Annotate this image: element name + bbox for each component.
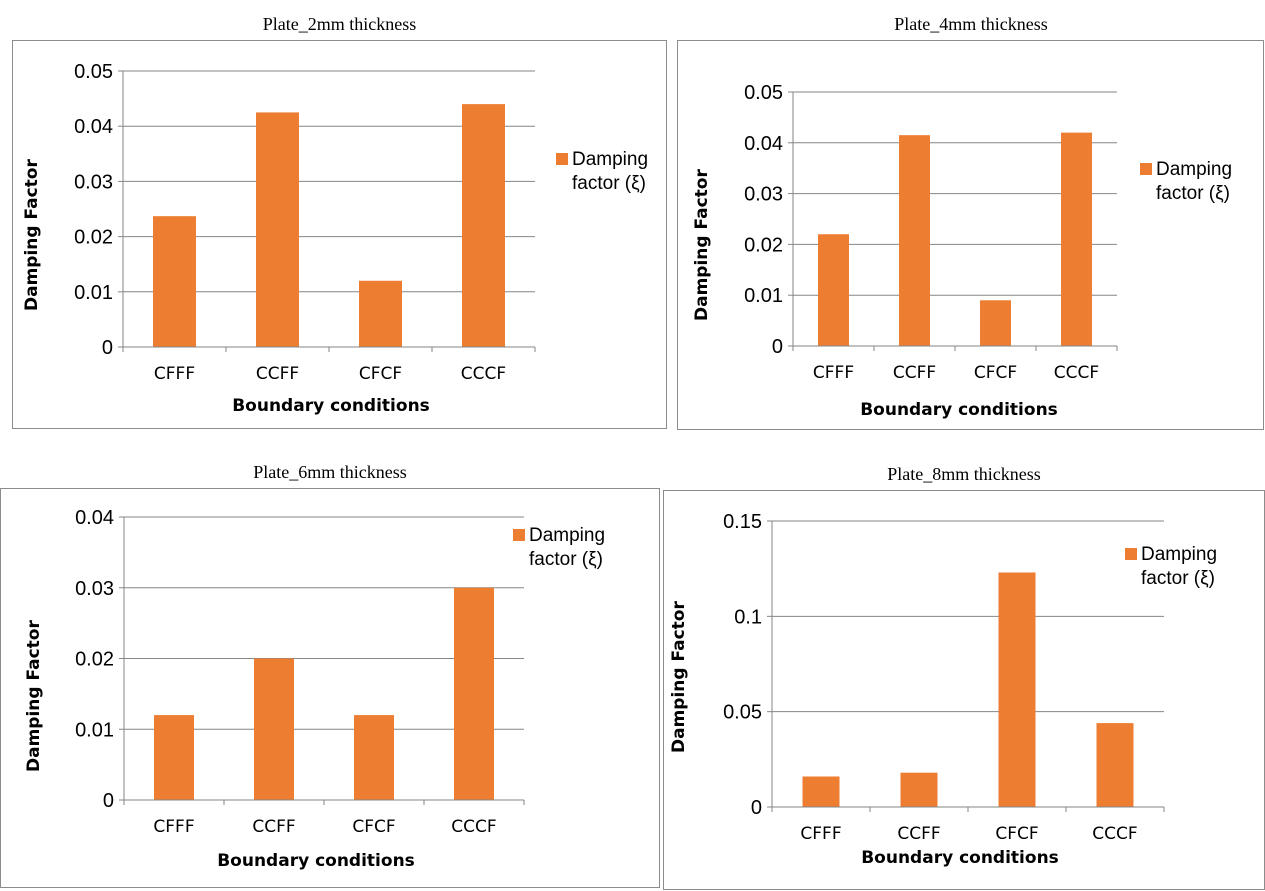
bar-cfcf: [354, 715, 394, 800]
bar-cccf: [1061, 132, 1092, 346]
x-tick-label: CCCF: [1054, 363, 1099, 383]
legend-swatch: [513, 529, 525, 541]
y-axis-label: Damping Factor: [22, 159, 42, 311]
y-tick-label: 0.01: [74, 282, 113, 304]
chart-frame: 0 0.01 0.02 0.03 0.04 CFFF CCFF CFCF CCCF Dampin…: [0, 488, 660, 888]
y-tick-label: 0: [103, 790, 114, 812]
bar-cccf: [1096, 723, 1134, 807]
chart-frame: 0 0.05 0.1 0.15 CFFF CCFF CFCF CCCF Damping Fac…: [663, 490, 1265, 890]
chart-panel-4mm: Plate_4mm thickness 0 0.01 0.02 0.03 0.04 0.0…: [677, 14, 1265, 430]
y-tick-label: 0.03: [75, 578, 114, 600]
x-tick-label: CFFF: [813, 363, 854, 383]
y-tick-label: 0: [772, 336, 783, 358]
legend-swatch: [556, 153, 568, 165]
y-axis-label: Damping Factor: [669, 601, 689, 753]
bar-cfff: [154, 715, 194, 800]
x-tick-label: CCCF: [1092, 824, 1137, 844]
y-tick-label: 0.05: [74, 61, 113, 83]
chart-panel-8mm: Plate_8mm thickness 0 0.05 0.1 0.15 CFFF CCFF…: [663, 464, 1265, 890]
y-tick-label: 0: [102, 337, 113, 359]
y-axis-label: Damping Factor: [692, 169, 712, 321]
bar-ccff: [256, 112, 299, 348]
bar-ccff: [254, 658, 294, 800]
x-tick-label: CFCF: [995, 824, 1038, 844]
bar-ccff: [899, 135, 930, 346]
chart-title: Plate_2mm thickness: [262, 14, 417, 34]
bar-cccf: [462, 104, 505, 347]
x-tick-label: CCFF: [893, 363, 936, 383]
chart-frame: 0 0.01 0.02 0.03 0.04 0.05 CFFF CCFF CFCF CCCF Da…: [677, 40, 1264, 430]
x-tick-label: CCFF: [897, 824, 940, 844]
chart-title: Plate_6mm thickness: [253, 462, 407, 482]
y-tick-label: 0.03: [74, 171, 113, 193]
chart-title: Plate_8mm thickness: [887, 464, 1041, 484]
legend-label: Damping factor (ξ): [1141, 544, 1218, 589]
y-tick-label: 0.05: [744, 82, 783, 104]
y-tick-label: 0.02: [75, 649, 114, 671]
legend-swatch: [1125, 548, 1137, 560]
legend-swatch: [1140, 163, 1152, 175]
bar-cfff: [802, 776, 840, 807]
chart-panel-6mm: Plate_6mm thickness 0 0.01 0.02 0.03 0.04 CFF…: [0, 462, 660, 888]
chart-plot: 0 0.01 0.02 0.03 0.04 0.05 CFFF CCFF CFCF CCCF: [74, 61, 536, 384]
y-tick-label: 0.04: [744, 133, 783, 155]
x-axis-label: Boundary conditions: [860, 400, 1058, 420]
x-tick-label: CCCF: [451, 817, 496, 837]
x-tick-label: CCCF: [461, 364, 506, 384]
bar-cfcf: [998, 572, 1036, 807]
x-axis-label: Boundary conditions: [861, 848, 1059, 868]
x-tick-label: CFFF: [154, 364, 195, 384]
y-tick-label: 0.04: [74, 116, 113, 138]
bar-cfff: [818, 234, 849, 346]
x-tick-label: CCFF: [256, 364, 299, 384]
x-tick-label: CFCF: [352, 817, 395, 837]
y-tick-label: 0.01: [75, 719, 114, 741]
x-axis-label: Boundary conditions: [232, 396, 430, 416]
y-tick-label: 0.15: [723, 511, 762, 533]
chart-frame: 0 0.01 0.02 0.03 0.04 0.05 CFFF CCFF CFCF CCCF Da…: [12, 40, 667, 429]
x-tick-label: CFCF: [359, 364, 402, 384]
x-tick-label: CFFF: [153, 817, 194, 837]
chart-plot: 0 0.01 0.02 0.03 0.04 CFFF CCFF CFCF CCCF: [75, 507, 525, 837]
x-tick-label: CFFF: [800, 824, 841, 844]
y-tick-label: 0.03: [744, 184, 783, 206]
legend-label: Damping factor (ξ): [572, 149, 649, 194]
bar-cfcf: [980, 300, 1011, 346]
bar-cccf: [454, 587, 494, 800]
y-tick-label: 0.04: [75, 507, 114, 529]
y-axis-label: Damping Factor: [24, 620, 44, 772]
y-tick-label: 0.02: [74, 227, 113, 249]
chart-plot: 0 0.01 0.02 0.03 0.04 0.05 CFFF CCFF CFCF CCCF: [744, 82, 1118, 383]
chart-title: Plate_4mm thickness: [894, 14, 1048, 34]
y-tick-label: 0.05: [723, 702, 762, 724]
legend-label: Damping factor (ξ): [529, 525, 606, 570]
chart-plot: 0 0.05 0.1 0.15 CFFF CCFF CFCF CCCF: [723, 511, 1165, 844]
bar-cfcf: [359, 280, 402, 347]
bar-ccff: [900, 772, 938, 807]
y-tick-label: 0.1: [734, 606, 762, 628]
y-tick-label: 0.01: [744, 285, 783, 307]
y-tick-label: 0: [751, 797, 762, 819]
x-axis-label: Boundary conditions: [217, 851, 415, 871]
legend-label: Damping factor (ξ): [1156, 159, 1233, 204]
bar-cfff: [153, 216, 196, 347]
y-tick-label: 0.02: [744, 234, 783, 256]
x-tick-label: CCFF: [252, 817, 295, 837]
x-tick-label: CFCF: [974, 363, 1017, 383]
chart-panel-2mm: Plate_2mm thickness 0 0.01 0.02 0.03 0.04 0.0…: [12, 14, 667, 429]
